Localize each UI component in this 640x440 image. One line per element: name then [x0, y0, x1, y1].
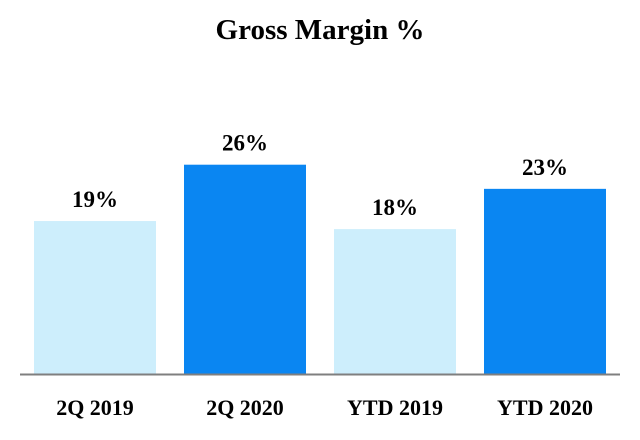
category-label-group: 2Q 2019 2Q 2020 YTD 2019 YTD 2020: [56, 395, 593, 420]
bar-group: [34, 164, 606, 374]
category-label: 2Q 2019: [56, 395, 134, 420]
bar-2q-2020: [184, 164, 306, 374]
bar-ytd-2019: [334, 229, 456, 374]
category-label: YTD 2020: [497, 395, 593, 420]
value-label-group: 19% 26% 18% 23%: [72, 131, 568, 220]
bar-ytd-2020: [484, 188, 606, 374]
chart-title: Gross Margin %: [215, 14, 425, 46]
value-label: 18%: [372, 195, 418, 220]
value-label: 19%: [72, 187, 118, 212]
category-label: 2Q 2020: [206, 395, 284, 420]
category-label: YTD 2019: [347, 395, 443, 420]
value-label: 23%: [522, 155, 568, 180]
value-label: 26%: [222, 131, 268, 156]
bar-2q-2019: [34, 221, 156, 374]
